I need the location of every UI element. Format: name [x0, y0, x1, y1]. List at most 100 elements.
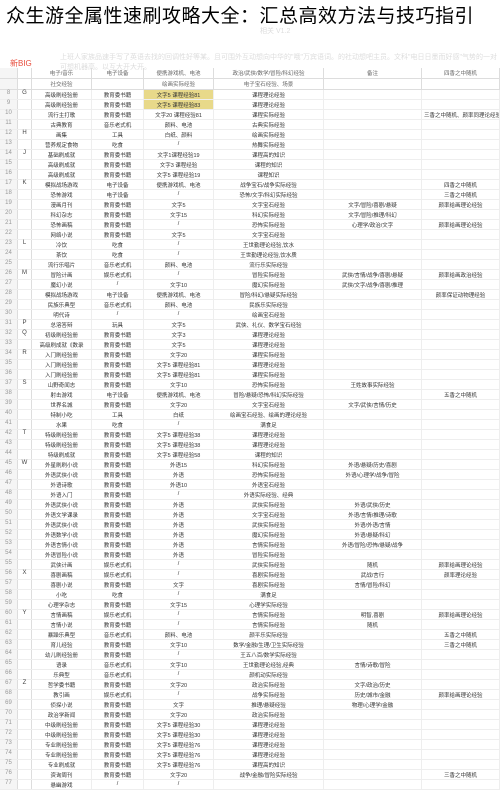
cell-note[interactable]: 三香之中随机	[422, 190, 500, 199]
cell-req[interactable]: 文字5 课程经验81	[144, 90, 214, 99]
cell-req[interactable]: 外语	[144, 520, 214, 529]
cell-type[interactable]: /	[92, 310, 144, 319]
cell-note[interactable]: 三香之中随机	[422, 770, 500, 779]
cell-name[interactable]: 高级刷成就	[32, 170, 92, 179]
cell-note[interactable]	[422, 120, 500, 129]
cell-name[interactable]: 营养规定食物	[32, 140, 92, 149]
cell-effect[interactable]: 课程理论经验	[214, 330, 324, 339]
cell-note[interactable]	[422, 280, 500, 289]
cell-req[interactable]: 外语	[144, 540, 214, 549]
cell-extra[interactable]: 明智,喜剧	[324, 610, 422, 619]
cell-req[interactable]: 文字5 课程经验38	[144, 440, 214, 449]
table-row[interactable]: 32Q初级刷经验册教育委书籍文字3课程理论经验	[0, 330, 500, 340]
table-row[interactable]: 25流行乐唱片音乐老式机颜料、电池流行乐实际经验	[0, 260, 500, 270]
table-row[interactable]: 36入门刷经验册教育委书籍文字5 课程经验81课程实际经验	[0, 370, 500, 380]
cell-effect[interactable]: 课程的知识	[214, 160, 324, 169]
cell-type[interactable]: 娱乐老式机	[92, 610, 144, 619]
cell-note[interactable]: 颜率保证动物理经验	[422, 290, 500, 299]
cell-req[interactable]: 外语	[144, 550, 214, 559]
cell-note[interactable]: 颜率给画理论经验	[422, 610, 500, 619]
cell-type[interactable]: 音乐老式机	[92, 630, 144, 639]
cell-type[interactable]: 教育委书籍	[92, 620, 144, 629]
cell-type[interactable]: 教育委书籍	[92, 500, 144, 509]
cell-req[interactable]: 文字	[144, 580, 214, 589]
cell-extra[interactable]: 武侠/言情/战争/喜剧/悬疑	[324, 270, 422, 279]
cell-type[interactable]: 吃食	[92, 590, 144, 599]
cell-req[interactable]: 文字5 课程经验30	[144, 720, 214, 729]
cell-effect[interactable]: 绘画实际经验	[214, 130, 324, 139]
cell-effect[interactable]: 文字宝石经验	[214, 400, 324, 409]
cell-name[interactable]: 流行主打歌	[32, 110, 92, 119]
cell-type[interactable]: 教育委书籍	[92, 400, 144, 409]
cell-effect[interactable]: 外语宝石经验	[214, 480, 324, 489]
cell-type[interactable]: 音乐老式机	[92, 660, 144, 669]
cell-type[interactable]: 娱乐老式机	[92, 690, 144, 699]
table-row[interactable]: 17K模拟战场游戏电子设备便携游戏机、电池战争宝石/战争实际经验四香之中随机	[0, 180, 500, 190]
cell-extra[interactable]	[324, 90, 422, 99]
cell-effect[interactable]: 言情实际经验	[214, 610, 324, 619]
cell-name[interactable]: 乐典型	[32, 670, 92, 679]
cell-extra[interactable]	[324, 770, 422, 779]
table-row[interactable]: 10流行主打歌教育委书籍文字20 课程经验81课程实际经验三香之中随机、颜率同理…	[0, 110, 500, 120]
cell-note[interactable]: 颜率给画理论经验	[422, 560, 500, 569]
table-row[interactable]: 48外语入门教育委书籍/外语实际经验、经典	[0, 490, 500, 500]
cell-req[interactable]: /	[144, 250, 214, 259]
cell-req[interactable]: 颜料、电池	[144, 260, 214, 269]
cell-type[interactable]: 吃食	[92, 240, 144, 249]
cell-type[interactable]: 教育委书籍	[92, 710, 144, 719]
cell-name[interactable]: 高级刷成就	[32, 160, 92, 169]
cell-req[interactable]: /	[144, 570, 214, 579]
cell-effect[interactable]: 绘画宝石经验	[214, 310, 324, 319]
cell-effect[interactable]: 推理/悬疑经验	[214, 700, 324, 709]
cell-type[interactable]: 教育委书籍	[92, 360, 144, 369]
table-row[interactable]: 13营养规定食物吃食/热舞实际经验	[0, 140, 500, 150]
cell-effect[interactable]: 课程实际经验	[214, 350, 324, 359]
cell-effect[interactable]: 文字宝石经验	[214, 230, 324, 239]
cell-effect[interactable]: 课程理论经验	[214, 340, 324, 349]
table-row[interactable]: 24茶饮吃食/王世勤理论经验,饮水质	[0, 250, 500, 260]
cell-type[interactable]: 音乐老式机	[92, 120, 144, 129]
cell-name[interactable]: 漫画月刊	[32, 200, 92, 209]
cell-type[interactable]: 娱乐老式机	[92, 560, 144, 569]
cell-note[interactable]	[422, 160, 500, 169]
cell-effect[interactable]	[214, 780, 324, 789]
cell-req[interactable]: 文字3	[144, 330, 214, 339]
table-row[interactable]: 23L冷饮吃食/王世勤理论经验,饮水	[0, 240, 500, 250]
cell-effect[interactable]: 王世勤理论经验,饮水	[214, 240, 324, 249]
table-row[interactable]: 61言情小说教育委书籍/言情实际经验随机	[0, 620, 500, 630]
cell-req[interactable]: 颜料、电池	[144, 300, 214, 309]
cell-type[interactable]: 电子设备	[92, 290, 144, 299]
cell-extra[interactable]: 言情/冒险/科幻	[324, 580, 422, 589]
table-row[interactable]: 27魔幻小说/文字10魔幻实际经验武侠/文字/战争/喜剧/推理	[0, 280, 500, 290]
cell-note[interactable]: 五香之中随机	[422, 390, 500, 399]
cell-name[interactable]: 外语武侠小说	[32, 520, 92, 529]
cell-effect[interactable]: 课程高的知识	[214, 150, 324, 159]
cell-type[interactable]: 教育委书籍	[92, 210, 144, 219]
cell-type[interactable]: 电子设备	[92, 390, 144, 399]
cell-effect[interactable]: 课程实际经验	[214, 370, 324, 379]
cell-extra[interactable]	[324, 160, 422, 169]
cell-extra[interactable]	[324, 310, 422, 319]
cell-req[interactable]: 文字5	[144, 320, 214, 329]
cell-note[interactable]	[422, 600, 500, 609]
table-row[interactable]: 15高级刷成就教育委书籍文字3 课程经验课程的知识	[0, 160, 500, 170]
cell-extra[interactable]: 外语/外语/言情	[324, 520, 422, 529]
cell-name[interactable]: 冷饮	[32, 240, 92, 249]
cell-name[interactable]: 茶饮	[32, 250, 92, 259]
cell-effect[interactable]: 政治实际经验	[214, 710, 324, 719]
cell-name[interactable]: 外语冒险小说	[32, 550, 92, 559]
cell-note[interactable]: 颜率理论经验	[422, 570, 500, 579]
cell-type[interactable]: 教育委书籍	[92, 370, 144, 379]
cell-effect[interactable]: 政治实际经验	[214, 680, 324, 689]
cell-effect[interactable]: 古典实际经验	[214, 120, 324, 129]
table-row[interactable]: 28模拟战场游戏电子设备便携游戏机、电池冒险/科幻/悬疑实际经验颜率保证动物理经…	[0, 290, 500, 300]
table-row[interactable]: 75专业刷成就教育委书籍文字5 课程经验76课程高的知识	[0, 760, 500, 770]
cell-name[interactable]: 中级刷经验册	[32, 730, 92, 739]
cell-req[interactable]: /	[144, 560, 214, 569]
cell-type[interactable]: 教育委书籍	[92, 580, 144, 589]
cell-req[interactable]: 文字20	[144, 400, 214, 409]
cell-note[interactable]	[422, 350, 500, 359]
cell-effect[interactable]: 魔幻实际经验	[214, 280, 324, 289]
table-row[interactable]: 54外语冒险小说教育委书籍外语冒险实际经验	[0, 550, 500, 560]
table-row[interactable]: 58小吃吃食/满食足	[0, 590, 500, 600]
